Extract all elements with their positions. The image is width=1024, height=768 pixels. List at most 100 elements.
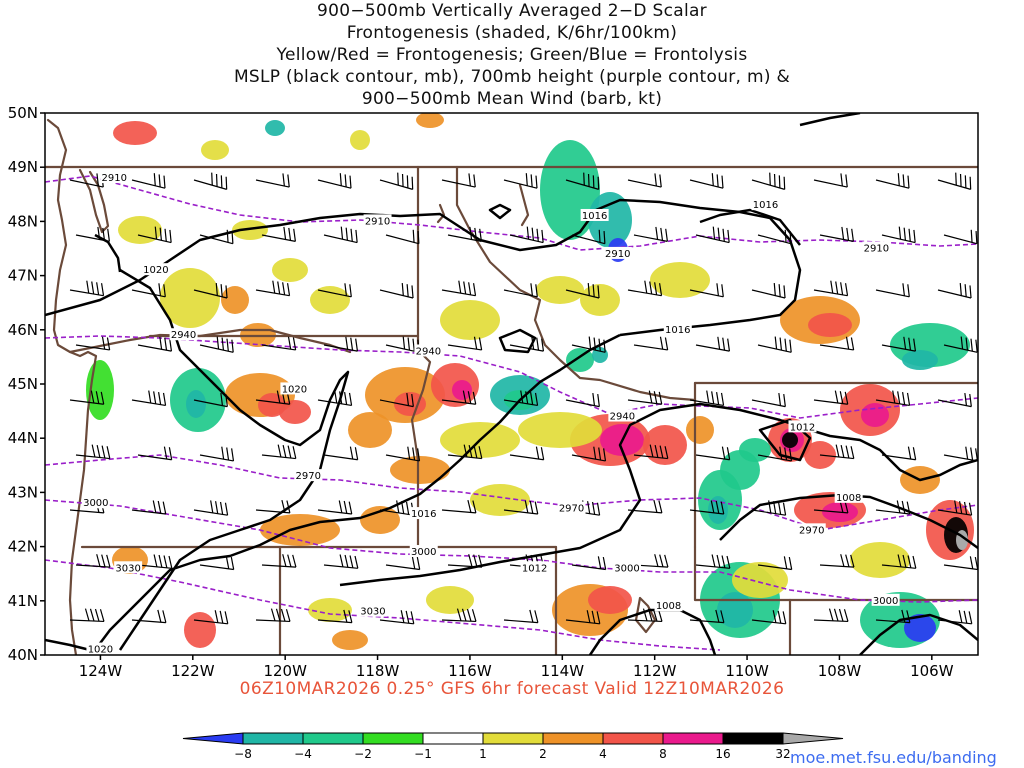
frontogenesis-cell <box>221 286 249 314</box>
frontogenesis-cell <box>850 542 910 578</box>
mslp-label-bg <box>280 382 309 395</box>
mslp-1016-loop <box>488 203 512 220</box>
frontogenesis-cell <box>201 140 229 160</box>
wind-barb <box>751 610 787 625</box>
wind-barb <box>819 226 854 242</box>
wind-barb <box>75 336 111 351</box>
wind-barb <box>937 500 973 516</box>
height-label: 3030 <box>360 607 385 618</box>
frontogenesis-cell <box>440 300 500 340</box>
wind-barb <box>255 608 291 623</box>
frontogenesis-cell <box>426 586 474 614</box>
mslp-1016-mt <box>699 208 801 246</box>
wind-barb <box>689 390 725 407</box>
height-label-bg <box>114 561 143 574</box>
wind-barb <box>447 336 483 351</box>
wind-barb <box>943 446 978 462</box>
mslp-far-east <box>859 613 978 655</box>
mslp-label: 1020 <box>143 265 168 276</box>
colorbar-swatch <box>422 732 484 745</box>
wind-barb <box>757 229 792 245</box>
wind-barb <box>813 390 849 405</box>
colorbar-swatch <box>362 732 424 745</box>
lon-label: 122W <box>171 662 215 680</box>
height-label-bg <box>169 328 198 341</box>
height-label-bg <box>358 604 387 617</box>
colorbar-label: 16 <box>715 747 730 761</box>
frontogenesis-cell <box>580 284 620 316</box>
frontogenesis-shading <box>86 113 974 650</box>
height-label-bg <box>363 214 392 227</box>
lat-label: 41N <box>8 592 38 610</box>
wind-barb <box>69 608 105 623</box>
mslp-label-bg <box>834 490 863 503</box>
wind-barb <box>633 554 669 568</box>
wind-barb <box>317 500 353 515</box>
frontogenesis-cell <box>113 121 157 145</box>
height-label: 2940 <box>610 412 635 423</box>
frontogenesis-cell <box>186 390 206 418</box>
mslp-label: 1008 <box>656 601 681 612</box>
wind-barb <box>379 393 414 408</box>
lat-label: 44N <box>8 429 38 447</box>
colorbar-swatch <box>542 732 604 745</box>
mslp-label: 1008 <box>836 493 861 504</box>
mslp-label-bg <box>520 561 549 574</box>
wind-barb <box>509 226 544 244</box>
political-borders <box>45 118 978 655</box>
wind-barb <box>379 282 414 299</box>
wind-barb <box>565 172 600 190</box>
mslp-labels: 1020 1016 1016 1016 1020 1012 1008 1016 1012 1008… <box>86 198 863 656</box>
frontogenesis-cell <box>394 392 426 416</box>
wind-barb <box>317 390 353 407</box>
height-label-bg <box>100 171 129 184</box>
height-label-bg <box>557 501 586 514</box>
mslp-label: 1012 <box>522 563 547 574</box>
wind-barb <box>261 554 297 568</box>
mslp-label-bg <box>580 208 609 221</box>
frontogenesis-cell <box>272 258 308 282</box>
wind-barb <box>695 554 731 569</box>
frontogenesis-cell <box>348 412 392 448</box>
map-title: 900−500mb Vertically Averaged 2−D Scalar… <box>0 0 1024 110</box>
wind-barb <box>323 336 359 352</box>
wind-barb <box>689 283 724 298</box>
height-label-bg <box>612 561 641 574</box>
lon-label: 124W <box>79 662 123 680</box>
height-label: 3000 <box>83 498 108 509</box>
wind-barb <box>441 608 477 623</box>
wind-barb <box>881 446 917 461</box>
wind-barb <box>441 173 476 188</box>
frontogenesis-cell <box>350 130 370 150</box>
wind-barb <box>565 393 600 408</box>
wind-barb <box>503 283 538 298</box>
wind-barb <box>441 280 477 297</box>
height-label-bg <box>871 593 900 606</box>
wind-barb <box>875 283 910 298</box>
wind-barb <box>509 446 545 461</box>
wind-barb <box>757 336 792 353</box>
height-labels: 2910 2910 2910 2910 2940 2940 2940 2970 2970 2970… <box>81 171 900 618</box>
frontogenesis-cell <box>902 350 938 370</box>
lat-label: 50N <box>8 104 38 122</box>
frontogenesis-cell <box>118 216 162 244</box>
colorbar-label: −4 <box>294 747 312 761</box>
wind-barb <box>627 173 662 188</box>
wind-barb <box>255 499 291 514</box>
wind-barb <box>441 390 477 405</box>
height-3030 <box>45 559 721 651</box>
frontogenesis-cell <box>536 276 584 304</box>
frontogenesis-cell <box>279 400 311 424</box>
frontogenesis-cell <box>308 598 352 622</box>
wind-barb <box>881 226 916 244</box>
mslp-label: 1012 <box>790 422 815 433</box>
height-label: 2970 <box>559 504 584 515</box>
wind-barb <box>751 500 787 516</box>
wind-barb <box>385 446 421 462</box>
wind-barb <box>937 282 972 299</box>
wind-barb <box>137 554 173 569</box>
wind-barb <box>819 554 855 568</box>
title-line-2: Frontogenesis (shaded, K/6hr/100km) <box>346 23 678 43</box>
frontogenesis-cell <box>861 403 889 427</box>
wind-barb <box>447 444 483 460</box>
